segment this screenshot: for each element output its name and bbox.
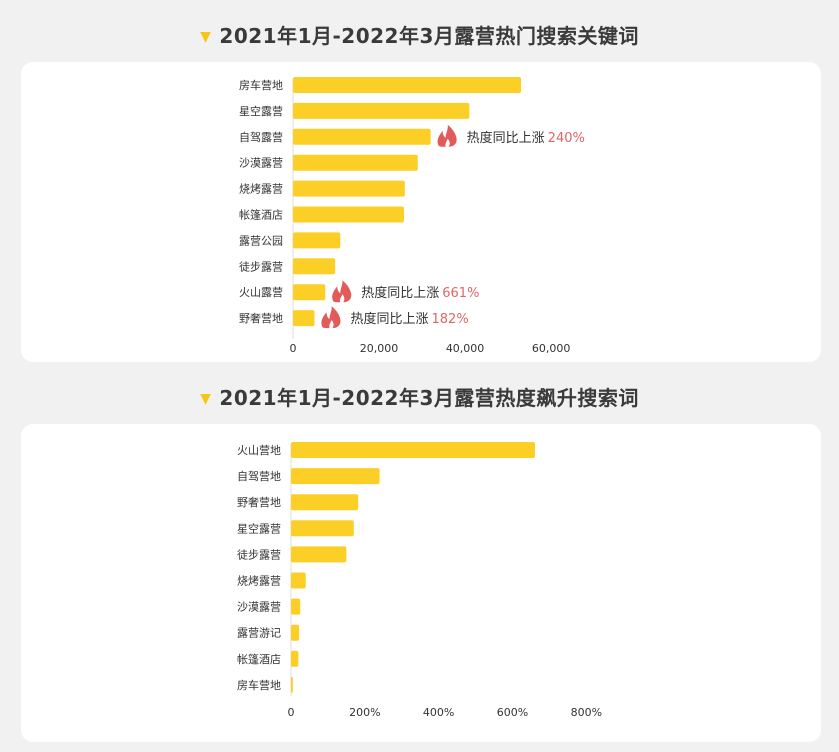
annotation-value: 240% [548, 131, 585, 146]
bar [291, 624, 300, 641]
flame-shape [321, 306, 341, 329]
triangle-down-icon: ▼ [200, 391, 212, 407]
bar [291, 494, 359, 511]
chart1-card: 房车营地星空露营自驾露营沙漠露营烧烤露营帐篷酒店露营公园徒步露营火山露营野奢营地… [21, 62, 821, 362]
category-label: 野奢营地 [237, 495, 281, 509]
category-label: 自驾露营 [239, 130, 283, 144]
x-tick-label: 600% [497, 706, 528, 719]
category-label: 烧烤露营 [237, 574, 281, 588]
x-tick-label: 40,000 [446, 342, 485, 355]
category-label: 房车营地 [237, 678, 281, 692]
bar [293, 180, 405, 197]
x-tick-label: 20,000 [360, 342, 399, 355]
bar [291, 442, 535, 458]
bar [293, 206, 404, 223]
x-tick-label: 800% [571, 706, 602, 719]
category-label: 房车营地 [239, 78, 283, 92]
category-label: 星空露营 [237, 521, 281, 535]
annotation-value: 661% [442, 286, 479, 301]
flame-shape [437, 124, 457, 147]
bar [291, 546, 347, 563]
bar [293, 284, 326, 301]
bar [291, 598, 301, 615]
chart2-card: 火山营地自驾营地野奢营地星空露营徒步露营烧烤露营沙漠露营露营游记帐篷酒店房车营地… [21, 424, 821, 742]
triangle-down-icon: ▼ [200, 29, 212, 45]
bar [291, 676, 293, 693]
flame-icon [332, 280, 352, 303]
chart1-title-wrap: ▼ 2021年1月-2022年3月露营热门搜索关键词 [0, 20, 839, 49]
bar [293, 310, 315, 327]
bar [293, 232, 341, 249]
flame-shape [332, 280, 352, 303]
bar [293, 258, 336, 275]
x-tick-label: 200% [349, 706, 380, 719]
annotation-label: 热度同比上涨 240% [467, 130, 585, 146]
chart2-title-wrap: ▼ 2021年1月-2022年3月露营热度飙升搜索词 [0, 382, 839, 411]
category-label: 帐篷酒店 [237, 652, 281, 666]
annotation-label: 热度同比上涨 182% [351, 311, 469, 327]
bar [291, 468, 380, 485]
category-label: 露营公园 [239, 233, 283, 247]
bar [291, 520, 354, 537]
category-label: 野奢营地 [239, 311, 283, 325]
category-label: 徒步露营 [239, 259, 283, 273]
x-tick-label: 400% [423, 706, 454, 719]
chart1-title: 2021年1月-2022年3月露营热门搜索关键词 [219, 24, 639, 48]
category-label: 帐篷酒店 [239, 208, 283, 222]
annotation-value: 182% [432, 312, 469, 327]
bar [293, 102, 470, 119]
flame-icon [437, 124, 457, 147]
category-label: 沙漠露营 [239, 156, 283, 170]
category-label: 火山露营 [239, 285, 283, 299]
x-tick-label: 0 [288, 706, 295, 719]
category-label: 火山营地 [237, 443, 281, 457]
chart2-svg: 火山营地自驾营地野奢营地星空露营徒步露营烧烤露营沙漠露营露营游记帐篷酒店房车营地… [237, 442, 602, 719]
bar [293, 77, 521, 93]
category-label: 烧烤露营 [239, 182, 283, 196]
bar [291, 650, 299, 667]
category-label: 徒步露营 [237, 547, 281, 561]
x-tick-label: 60,000 [532, 342, 571, 355]
category-label: 星空露营 [239, 104, 283, 118]
annotation-label: 热度同比上涨 661% [361, 285, 479, 301]
bar [293, 154, 418, 171]
chart2-title: 2021年1月-2022年3月露营热度飙升搜索词 [219, 386, 639, 410]
chart1-svg: 房车营地星空露营自驾露营沙漠露营烧烤露营帐篷酒店露营公园徒步露营火山露营野奢营地… [239, 77, 585, 355]
category-label: 露营游记 [237, 626, 281, 640]
flame-icon [321, 306, 341, 329]
category-label: 沙漠露营 [237, 600, 281, 614]
bar [291, 572, 306, 589]
category-label: 自驾营地 [237, 469, 281, 483]
bar [293, 128, 431, 145]
x-tick-label: 0 [290, 342, 297, 355]
